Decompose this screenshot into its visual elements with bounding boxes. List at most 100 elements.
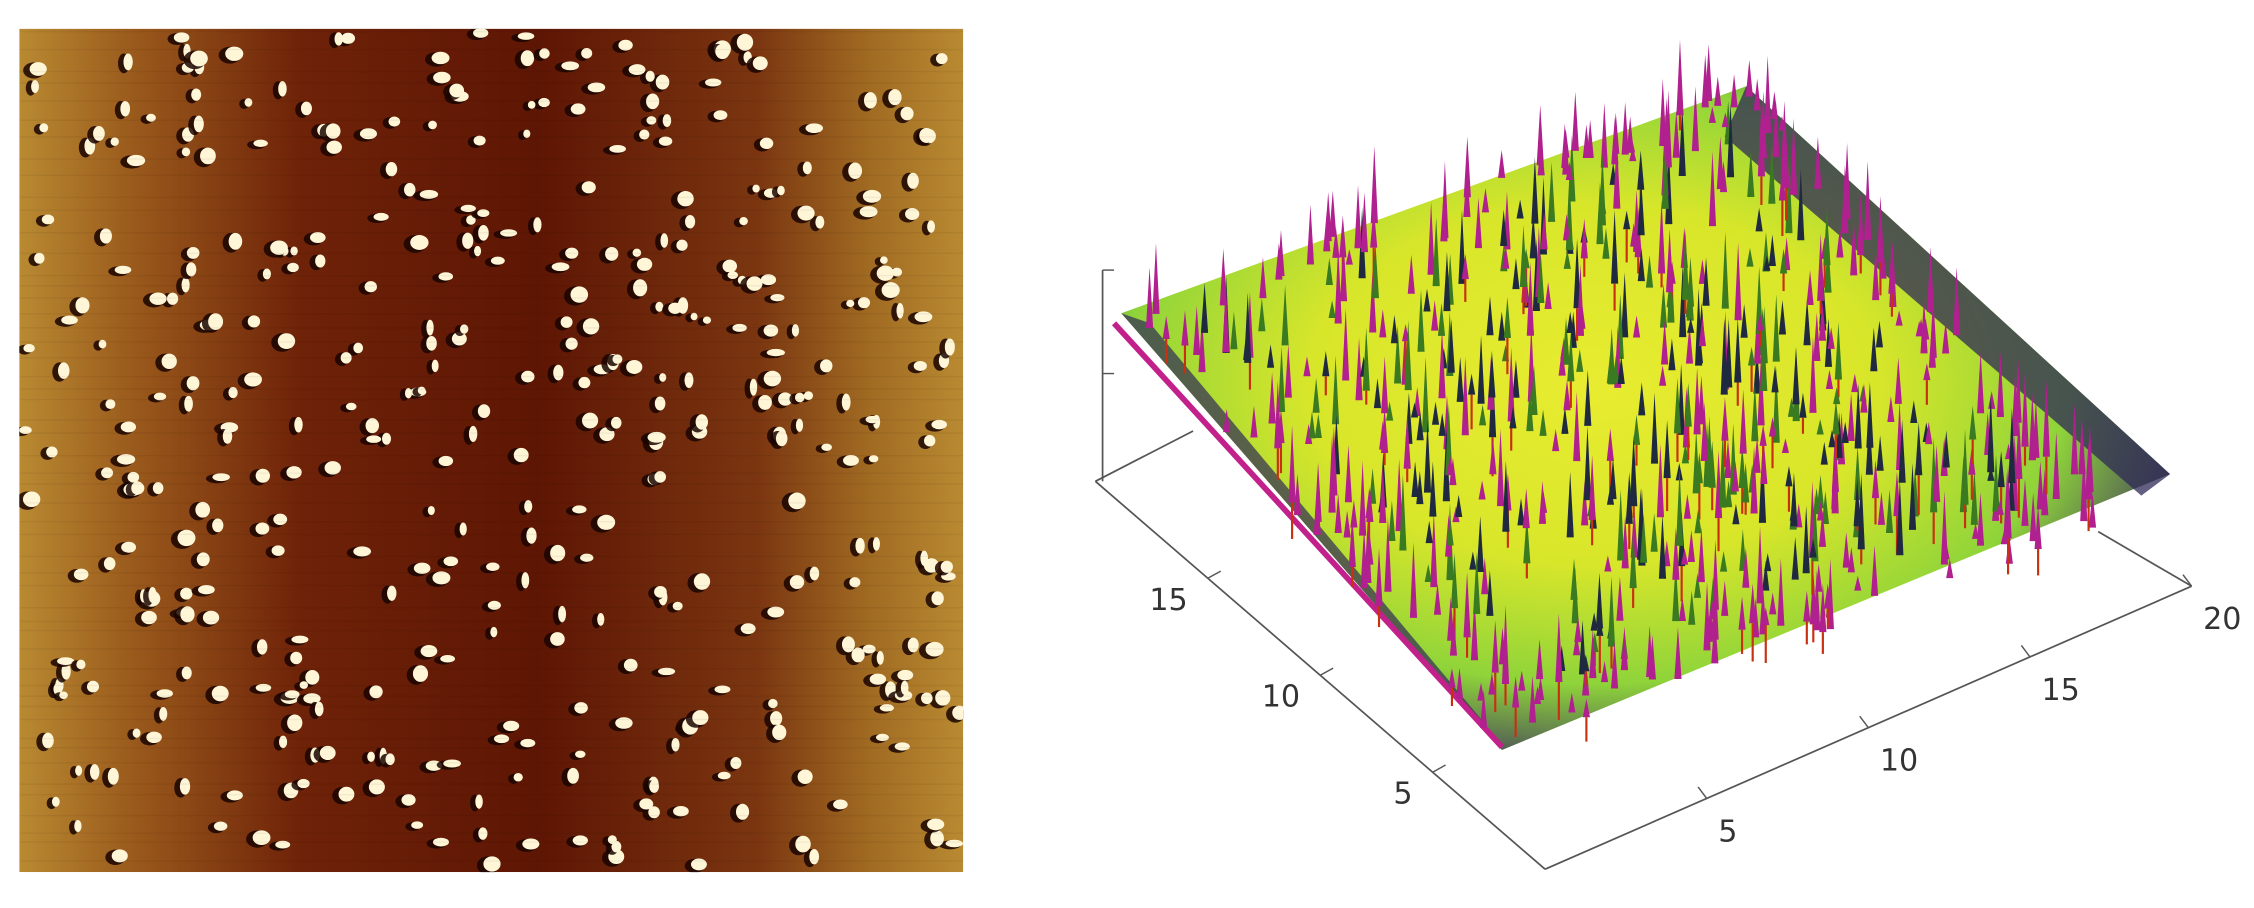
- spike: [1992, 455, 2000, 512]
- spike: [1243, 327, 1251, 361]
- speckle: [132, 728, 141, 738]
- spike: [1694, 509, 1702, 534]
- spike: [1250, 405, 1258, 438]
- speckle: [503, 720, 520, 732]
- spike: [1725, 480, 1733, 508]
- speckle: [705, 78, 722, 87]
- spike: [1193, 305, 1201, 356]
- speckle: [520, 738, 536, 748]
- speckle: [262, 268, 271, 280]
- speckle: [648, 806, 660, 819]
- speckle: [702, 316, 712, 324]
- speckle: [156, 689, 173, 698]
- spike: [1663, 540, 1671, 567]
- speckle: [833, 799, 848, 810]
- speckle: [186, 376, 200, 391]
- spike: [1693, 573, 1702, 598]
- spike: [1663, 420, 1671, 479]
- speckle: [61, 315, 78, 325]
- spike: [1617, 355, 1625, 384]
- speckle: [98, 339, 107, 349]
- spike: [1827, 327, 1835, 349]
- spike: [1503, 296, 1511, 338]
- spike: [2070, 403, 2079, 475]
- spike: [1447, 318, 1455, 373]
- speckle: [944, 338, 955, 356]
- x-tick-label: 10: [1880, 744, 1918, 779]
- speckle: [287, 714, 303, 732]
- spike: [1833, 387, 1841, 405]
- spike: [1646, 625, 1654, 677]
- spike: [1470, 598, 1479, 661]
- spike: [1417, 289, 1425, 352]
- spike: [2021, 478, 2029, 526]
- spike: [1753, 347, 1761, 394]
- speckle: [244, 372, 262, 387]
- speckle: [722, 259, 738, 273]
- spike: [1676, 39, 1684, 116]
- spike: [1604, 555, 1612, 572]
- spike: [1687, 530, 1695, 563]
- speckle: [770, 293, 785, 302]
- speckle: [527, 100, 536, 109]
- speckle: [341, 32, 356, 44]
- speckle: [788, 492, 806, 510]
- speckle: [868, 455, 879, 463]
- spike: [1777, 557, 1785, 626]
- speckle: [659, 373, 667, 382]
- spike: [1512, 359, 1520, 398]
- spike: [1407, 254, 1415, 294]
- speckle: [39, 123, 49, 133]
- spike: [1620, 626, 1629, 671]
- spike: [1739, 389, 1747, 454]
- spike: [1360, 527, 1368, 589]
- speckle: [672, 601, 683, 611]
- spike: [1708, 151, 1717, 227]
- speckle: [905, 207, 920, 220]
- speckle: [173, 32, 190, 43]
- spike: [1339, 215, 1347, 258]
- speckle: [797, 205, 815, 221]
- spike: [1581, 480, 1589, 526]
- speckle: [513, 773, 523, 782]
- spike: [1537, 253, 1545, 303]
- spike: [1566, 226, 1574, 250]
- x-tick-label: 15: [2041, 673, 2079, 708]
- spike: [1877, 491, 1886, 525]
- speckle: [41, 214, 55, 225]
- spike: [1582, 698, 1590, 718]
- speckle: [278, 81, 287, 97]
- spike: [1762, 560, 1770, 591]
- speckle: [166, 292, 179, 305]
- spike: [1323, 210, 1331, 252]
- speckle: [76, 659, 86, 670]
- speckle: [875, 733, 889, 742]
- speckle: [550, 632, 565, 646]
- speckle: [177, 529, 196, 547]
- spike: [2015, 413, 2023, 480]
- spike: [1650, 512, 1658, 552]
- speckle: [570, 286, 589, 303]
- spike: [1518, 670, 1526, 691]
- speckle: [538, 97, 550, 108]
- surface-edge: [1724, 86, 2171, 496]
- speckle: [521, 370, 535, 383]
- spike: [1687, 317, 1695, 333]
- speckle: [29, 62, 47, 76]
- speckle: [300, 101, 312, 116]
- speckle: [925, 641, 944, 657]
- speckle: [319, 745, 336, 761]
- speckle: [572, 505, 587, 514]
- speckle: [107, 767, 119, 785]
- speckle: [478, 225, 489, 241]
- spike: [1427, 201, 1435, 275]
- spike: [1362, 327, 1370, 391]
- speckle: [443, 759, 461, 768]
- speckle: [766, 348, 785, 357]
- spike: [1778, 300, 1787, 335]
- speckle: [181, 277, 190, 293]
- speckle: [433, 71, 451, 84]
- speckle: [896, 302, 904, 319]
- spike: [1678, 105, 1686, 177]
- speckle: [111, 849, 128, 863]
